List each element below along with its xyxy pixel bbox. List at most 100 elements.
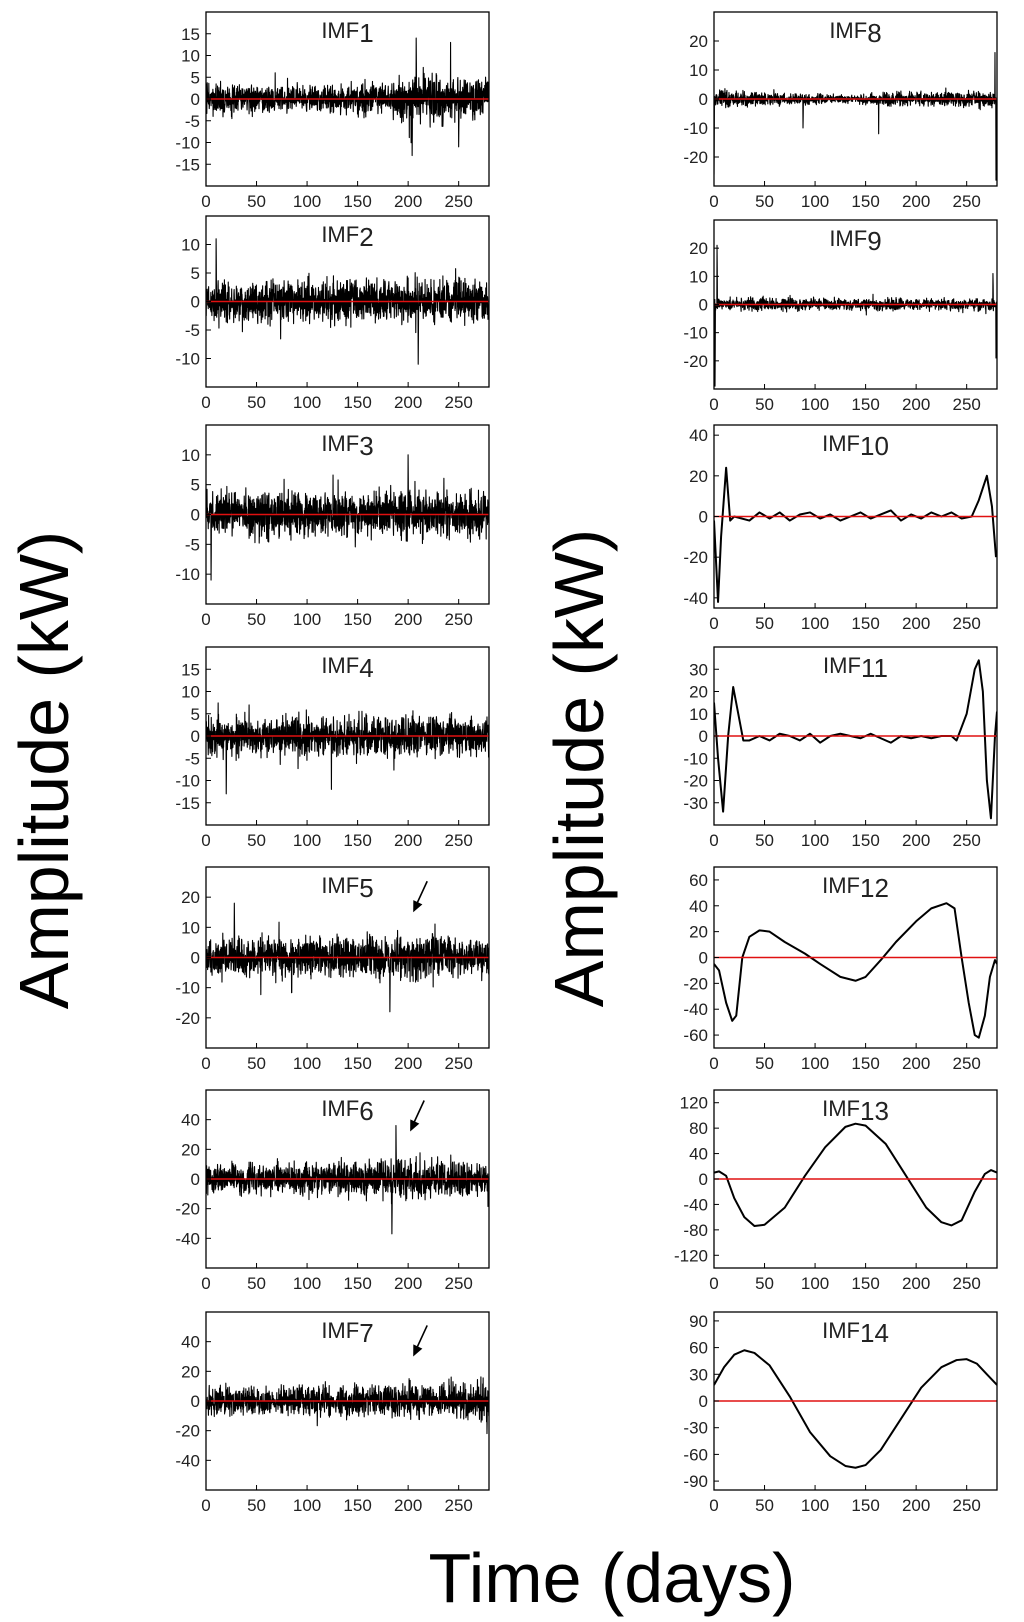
panel-imf10: -40 -20 0 20 40 0 50 100 150 200 250 IMF10 — [683, 424, 998, 633]
x-tick-label: 150 — [343, 1496, 371, 1515]
y-tick-label: -5 — [185, 321, 200, 340]
x-tick-label: 50 — [755, 1496, 774, 1515]
x-tick-label: 200 — [394, 1496, 422, 1515]
x-tick-label: 0 — [709, 614, 718, 633]
y-tick-label: 10 — [689, 61, 708, 80]
x-tick-label: 150 — [343, 393, 371, 412]
x-tick-label: 200 — [902, 395, 930, 414]
y-tick-label: 20 — [689, 467, 708, 486]
x-tick-label: 100 — [801, 395, 829, 414]
x-tick-label: 200 — [902, 1274, 930, 1293]
panel-imf13: -120 -80 -40 0 40 80 120 0 50 100 150 200 250 IMF13 — [674, 1089, 998, 1293]
x-tick-label: 50 — [247, 831, 266, 850]
series-line-imf3 — [206, 454, 489, 581]
y-tick-label: 20 — [181, 1362, 200, 1381]
x-tick-label: 200 — [394, 1054, 422, 1073]
y-tick-label: 20 — [181, 1140, 200, 1159]
x-tick-label: 50 — [755, 1054, 774, 1073]
x-tick-label: 0 — [709, 1274, 718, 1293]
series-line-imf2 — [206, 238, 489, 365]
y-tick-label: 10 — [181, 446, 200, 465]
x-tick-label: 0 — [709, 192, 718, 211]
y-tick-label: 10 — [181, 683, 200, 702]
x-tick-label: 100 — [801, 192, 829, 211]
y-tick-label: -10 — [683, 324, 708, 343]
y-tick-label: -80 — [683, 1221, 708, 1240]
x-tick-label: 50 — [755, 192, 774, 211]
x-tick-label: 250 — [444, 1274, 472, 1293]
annotation-arrow-icon — [413, 880, 428, 913]
x-tick-label: 200 — [394, 1274, 422, 1293]
y-tick-label: -30 — [683, 1419, 708, 1438]
x-tick-label: 50 — [755, 831, 774, 850]
x-tick-label: 50 — [755, 395, 774, 414]
panel-imf7: -40 -20 0 20 40 0 50 100 150 200 250 IMF7 — [175, 1311, 490, 1515]
y-tick-label: 0 — [191, 727, 200, 746]
series-line-imf1 — [206, 37, 489, 157]
series-line-imf8 — [714, 52, 997, 181]
y-tick-label: -10 — [683, 119, 708, 138]
y-tick-label: 20 — [689, 683, 708, 702]
panel-imf6: -40 -20 0 20 40 0 50 100 150 200 250 IMF6 — [175, 1089, 490, 1293]
x-tick-label: 0 — [201, 610, 210, 629]
series-line-imf6 — [206, 1125, 489, 1235]
y-tick-label: 90 — [689, 1312, 708, 1331]
x-tick-label: 100 — [293, 1274, 321, 1293]
x-tick-label: 250 — [444, 1496, 472, 1515]
y-tick-label: 0 — [191, 90, 200, 109]
y-tick-label: 0 — [191, 506, 200, 525]
x-tick-label: 100 — [801, 831, 829, 850]
x-tick-label: 200 — [902, 1054, 930, 1073]
x-tick-label: 200 — [902, 192, 930, 211]
panel-title-imf1: IMF1 — [321, 18, 373, 48]
y-tick-label: 5 — [191, 68, 200, 87]
y-tick-label: 0 — [191, 293, 200, 312]
x-tick-label: 250 — [952, 1496, 980, 1515]
x-tick-label: 0 — [201, 1274, 210, 1293]
y-tick-label: -20 — [683, 974, 708, 993]
x-tick-label: 250 — [952, 1054, 980, 1073]
y-tick-label: 120 — [680, 1094, 708, 1113]
y-tick-label: 30 — [689, 1365, 708, 1384]
y-tick-label: -20 — [175, 1422, 200, 1441]
y-tick-label: 80 — [689, 1119, 708, 1138]
x-tick-label: 0 — [201, 192, 210, 211]
y-tick-label: 40 — [689, 897, 708, 916]
series-line-imf4 — [206, 702, 489, 795]
y-tick-label: 60 — [689, 871, 708, 890]
annotation-arrow-icon — [413, 1325, 428, 1357]
y-tick-label: -40 — [683, 1000, 708, 1019]
x-tick-label: 150 — [851, 192, 879, 211]
x-tick-label: 200 — [394, 192, 422, 211]
x-tick-label: 0 — [709, 831, 718, 850]
x-tick-label: 200 — [394, 610, 422, 629]
x-tick-label: 200 — [902, 1496, 930, 1515]
y-tick-label: -10 — [175, 979, 200, 998]
panel-title-imf11: IMF11 — [823, 653, 888, 683]
x-tick-label: 100 — [801, 1054, 829, 1073]
y-tick-label: 20 — [689, 923, 708, 942]
y-tick-label: -120 — [674, 1246, 708, 1265]
x-tick-label: 50 — [247, 1274, 266, 1293]
x-tick-label: 100 — [801, 1274, 829, 1293]
y-tick-label: -60 — [683, 1026, 708, 1045]
x-tick-label: 150 — [851, 614, 879, 633]
y-tick-label: 0 — [699, 90, 708, 109]
panel-title-imf9: IMF9 — [829, 226, 881, 256]
x-tick-label: 150 — [851, 1496, 879, 1515]
y-tick-label: 40 — [689, 426, 708, 445]
x-tick-label: 150 — [343, 610, 371, 629]
y-tick-label: 5 — [191, 705, 200, 724]
x-tick-label: 250 — [444, 1054, 472, 1073]
y-tick-label: 0 — [699, 508, 708, 527]
x-tick-label: 250 — [952, 192, 980, 211]
y-tick-label: 20 — [181, 888, 200, 907]
y-tick-label: 10 — [181, 918, 200, 937]
y-tick-label: 20 — [689, 32, 708, 51]
